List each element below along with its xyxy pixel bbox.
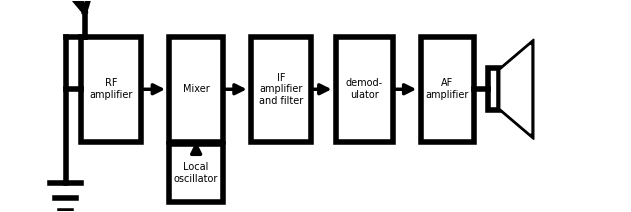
Bar xyxy=(488,68,499,110)
Text: IF
amplifier
and filter: IF amplifier and filter xyxy=(259,73,303,106)
Text: AF
amplifier: AF amplifier xyxy=(426,78,469,100)
Bar xyxy=(251,37,311,142)
Bar xyxy=(170,37,223,142)
Polygon shape xyxy=(501,45,531,133)
Text: Mixer: Mixer xyxy=(183,84,209,94)
Polygon shape xyxy=(499,39,534,139)
Text: RF
amplifier: RF amplifier xyxy=(90,78,133,100)
Text: Local
oscillator: Local oscillator xyxy=(174,162,218,184)
Bar xyxy=(336,37,392,142)
Bar xyxy=(421,37,474,142)
Text: demod-
ulator: demod- ulator xyxy=(346,78,383,100)
Bar xyxy=(81,37,141,142)
Bar xyxy=(170,144,223,202)
